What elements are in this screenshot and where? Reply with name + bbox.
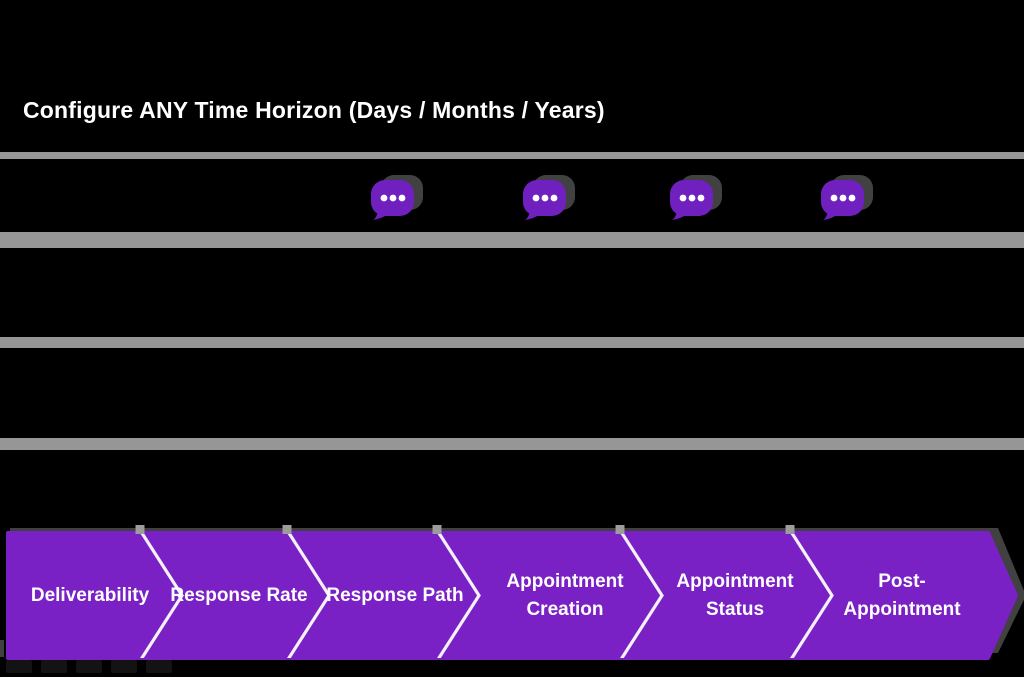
chat-ellipsis-icon	[522, 175, 576, 225]
banner-shadow-sliver	[0, 640, 4, 657]
chevron-separators	[138, 533, 834, 658]
flow-step-appointment-status: Appointment Status	[676, 570, 794, 620]
chat-menu-button[interactable]	[370, 175, 424, 221]
handle-squares	[135, 525, 795, 534]
chat-ellipsis-icon	[669, 175, 723, 225]
page-title: Configure ANY Time Horizon (Days / Month…	[23, 97, 605, 123]
flow-step-response-path: Response Path	[326, 584, 464, 606]
flow-step-response-rate: Response Rate	[170, 584, 308, 606]
flow-step-post-appointment: Post-Appointment	[843, 570, 961, 620]
flow-step-appointment-creation: Appointment Creation	[506, 570, 624, 620]
process-flow-banner: Deliverability Response Rate Response Pa…	[0, 519, 1024, 677]
divider-line	[0, 232, 1024, 248]
chevron-banner-graphic	[0, 525, 1024, 660]
redacted-marks	[6, 660, 172, 673]
banner-arrow-shape	[6, 531, 1018, 660]
chat-menu-button[interactable]	[820, 175, 874, 221]
flow-step-deliverability: Deliverability	[30, 584, 150, 606]
chat-ellipsis-icon	[820, 175, 874, 225]
chat-menu-button[interactable]	[522, 175, 576, 221]
divider-line	[0, 152, 1024, 159]
divider-line	[0, 438, 1024, 450]
divider-line	[0, 337, 1024, 348]
chat-icon-row	[0, 175, 1024, 221]
chat-menu-button[interactable]	[669, 175, 723, 221]
chat-ellipsis-icon	[370, 175, 424, 225]
